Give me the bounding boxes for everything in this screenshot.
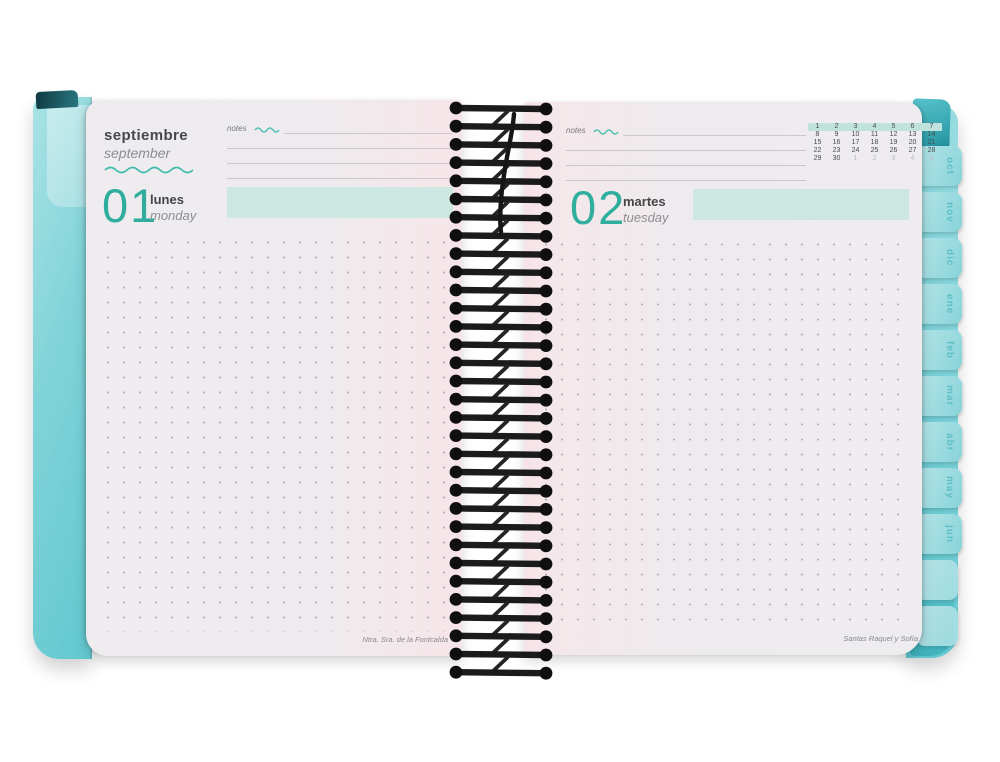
month-name-english: september [104,145,171,161]
mini-calendar-day: 4 [910,155,915,162]
day-name-english: monday [150,208,197,223]
mini-calendar-day: 13 [908,131,917,138]
mini-calendar-day: 8 [815,131,820,138]
tab-label: feb [944,341,955,359]
wavy-underline-icon [104,166,194,174]
mini-calendar-day: 28 [927,147,936,154]
right-page: notes 1 2 3 4 5 6 7 8 9 10 11 12 13 14 15 16 17 18 19 20 21 2… [524,102,942,655]
mini-calendar-day: 12 [889,131,898,138]
day-name-english: tuesday [623,210,669,225]
mini-calendar-day: 25 [870,147,879,154]
mini-calendar-day: 1 [815,123,820,130]
day-highlight-bar [227,187,453,218]
mini-calendar-week: 8 9 10 11 12 13 14 [808,131,942,139]
mini-calendar-week: 29 30 1 2 3 4 5 [808,155,942,163]
mini-calendar-week: 22 23 24 25 26 27 28 [808,147,942,155]
tab-ene: ene [916,284,962,324]
tab-dic: dic [916,238,962,278]
tab-jun: jun [916,514,962,554]
notes-line [284,133,452,134]
mini-calendar-day: 21 [927,139,936,146]
notes-line [227,178,452,179]
notes-line [623,135,806,136]
notes-squiggle-icon [593,129,619,135]
mini-calendar-day: 5 [891,123,896,130]
mini-calendar-day: 2 [872,155,877,162]
cover-dark-corner [35,89,79,110]
saint-of-day-caption: Santas Raquel y Sofía [843,634,918,643]
tab-may: may [916,468,962,508]
month-tabs: oct nov dic ene feb mar abr may jun [916,146,962,652]
mini-calendar-day: 11 [870,131,879,138]
notes-line [566,180,806,181]
mini-calendar-day: 2 [834,123,839,130]
mini-calendar-day: 15 [813,139,822,146]
mini-calendar-week: 15 16 17 18 19 20 21 [808,139,942,147]
mini-calendar-day: 6 [910,123,915,130]
mini-calendar-day: 17 [851,139,860,146]
mini-calendar-day: 23 [832,147,841,154]
tab-feb: feb [916,330,962,370]
notes-line [227,148,452,149]
notes-label: notes [227,124,247,133]
day-name-spanish: martes [623,194,666,209]
notes-line [227,163,452,164]
mini-calendar-day: 26 [889,147,898,154]
mini-calendar: 1 2 3 4 5 6 7 8 9 10 11 12 13 14 15 16 17 18 19 20 21 22 23 24 2… [808,123,942,163]
mini-calendar-day: 22 [813,147,822,154]
day-number: 02 [570,181,627,234]
mini-calendar-day: 10 [851,131,860,138]
left-page: septiembre september notes 01 lunes mond… [86,100,462,656]
notes-line [566,150,806,151]
day-highlight-bar [693,189,909,220]
mini-calendar-day: 3 [853,123,858,130]
mini-calendar-day: 20 [908,139,917,146]
notes-squiggle-icon [254,127,280,133]
tab-hidden [916,606,958,646]
mini-calendar-day: 29 [813,155,822,162]
mini-calendar-day: 27 [908,147,917,154]
mini-calendar-day: 30 [832,155,841,162]
dot-grid [98,232,452,632]
mini-calendar-day: 19 [889,139,898,146]
spiral-binding [449,101,553,680]
tab-label: oct [944,157,955,175]
tab-mar: mar [916,376,962,416]
mini-calendar-day: 7 [929,123,934,130]
mini-calendar-day: 16 [832,139,841,146]
mini-calendar-day: 5 [929,155,934,162]
tab-label: nov [944,201,955,223]
mini-calendar-day: 1 [853,155,858,162]
day-number: 01 [102,179,159,232]
tab-abr: abr [916,422,962,462]
tab-hidden [916,560,958,600]
mini-calendar-day: 4 [872,123,877,130]
day-name-spanish: lunes [150,192,184,207]
mini-calendar-day: 24 [851,147,860,154]
mini-calendar-day: 3 [891,155,896,162]
tab-label: abr [944,432,955,452]
tab-oct: oct [916,146,962,186]
notes-label: notes [566,126,586,135]
saint-of-day-caption: Ntra. Sra. de la Fontcalda [362,635,448,644]
tab-label: dic [944,249,955,267]
mini-calendar-day: 9 [834,131,839,138]
tab-label: ene [944,293,955,315]
tab-label: may [944,476,955,500]
tab-label: mar [944,385,955,407]
mini-calendar-day: 14 [927,131,936,138]
dot-grid [536,234,912,632]
mini-calendar-day: 18 [870,139,879,146]
month-name-spanish: septiembre [104,127,189,144]
tab-label: jun [944,525,955,543]
notes-line [566,165,806,166]
mini-calendar-week: 1 2 3 4 5 6 7 [808,123,942,131]
tab-nov: nov [916,192,962,232]
